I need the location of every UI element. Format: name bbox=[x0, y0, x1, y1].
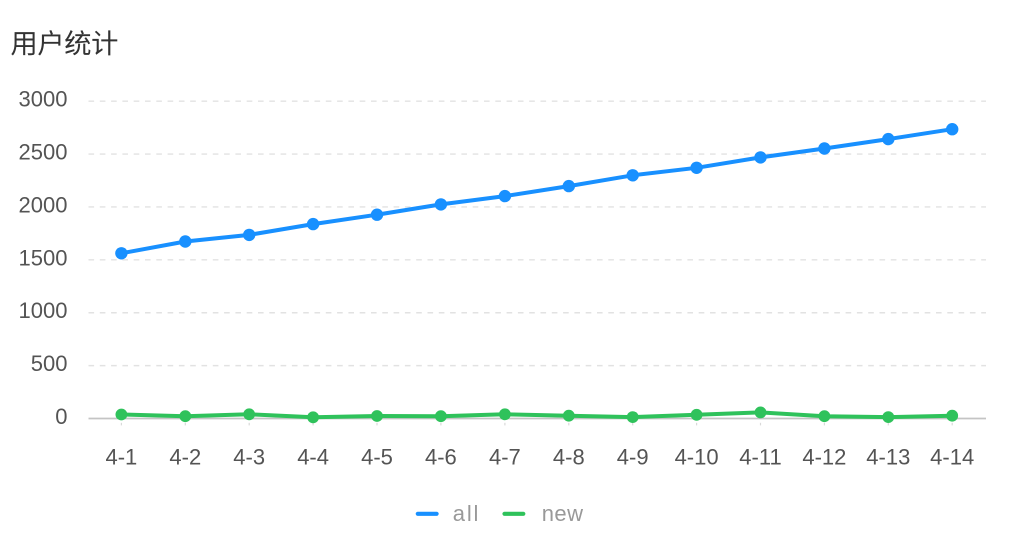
svg-text:new: new bbox=[542, 501, 584, 526]
svg-text:1000: 1000 bbox=[19, 298, 68, 323]
svg-text:4-8: 4-8 bbox=[553, 445, 585, 470]
svg-text:4-4: 4-4 bbox=[297, 445, 329, 470]
svg-text:4-7: 4-7 bbox=[489, 445, 521, 470]
svg-text:3000: 3000 bbox=[19, 87, 68, 112]
svg-text:4-5: 4-5 bbox=[361, 445, 393, 470]
svg-text:4-14: 4-14 bbox=[930, 445, 974, 470]
svg-text:500: 500 bbox=[31, 351, 68, 376]
svg-text:2500: 2500 bbox=[19, 140, 68, 165]
svg-text:4-3: 4-3 bbox=[233, 445, 265, 470]
svg-text:4-6: 4-6 bbox=[425, 445, 457, 470]
svg-text:0: 0 bbox=[55, 404, 67, 429]
svg-text:2000: 2000 bbox=[19, 192, 68, 217]
svg-text:4-9: 4-9 bbox=[617, 445, 649, 470]
svg-text:1500: 1500 bbox=[19, 245, 68, 270]
svg-text:4-12: 4-12 bbox=[802, 445, 846, 470]
svg-text:4-11: 4-11 bbox=[739, 445, 781, 470]
svg-text:4-13: 4-13 bbox=[866, 445, 910, 470]
svg-text:all: all bbox=[453, 501, 480, 526]
svg-text:4-2: 4-2 bbox=[169, 445, 201, 470]
svg-text:4-1: 4-1 bbox=[106, 445, 138, 470]
svg-text:4-10: 4-10 bbox=[675, 445, 719, 470]
